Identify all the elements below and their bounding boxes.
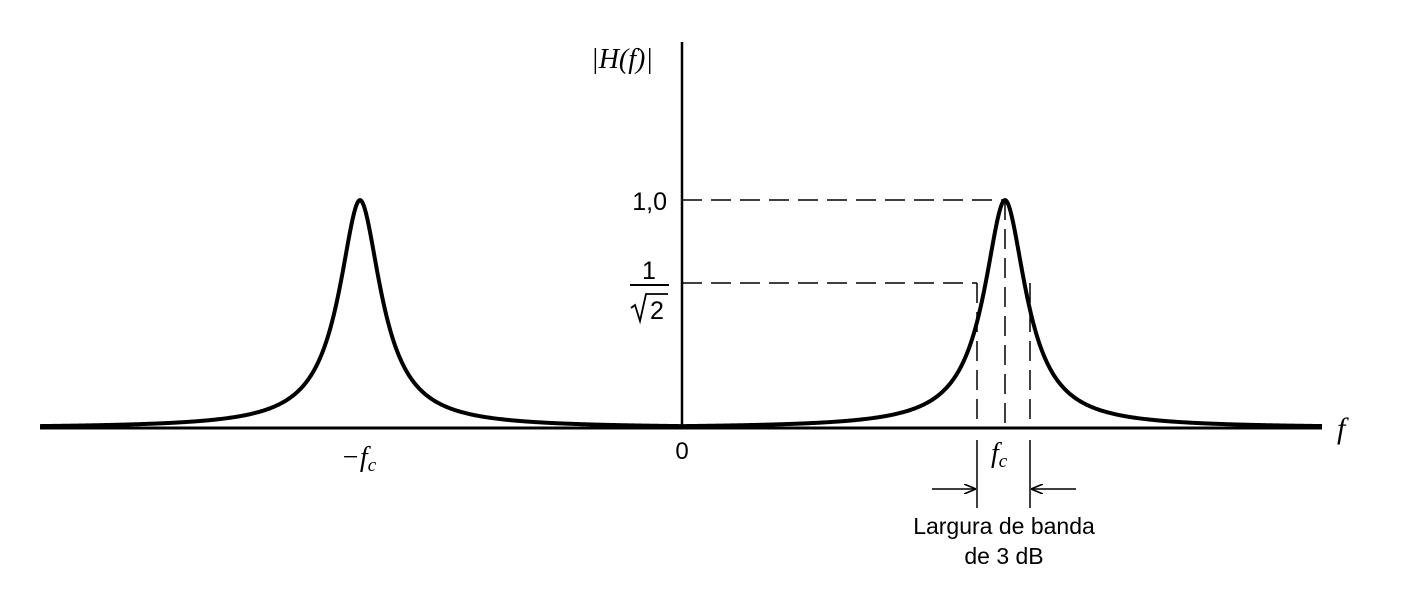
fraction-denominator: 2 [650,297,664,325]
y-axis-label-text: |H(f)| [591,44,653,75]
bandwidth-label-line1: Largura de banda [913,513,1095,539]
x-axis-label: f [1337,412,1349,445]
neg-fc-subscript: c [368,455,377,476]
y-axis-label: |H(f)| [591,44,653,75]
neg-fc-minus: − [341,442,360,473]
fraction-numerator: 1 [642,257,656,285]
bandwidth-label-line2: de 3 dB [964,543,1043,569]
tick-label-one: 1,0 [632,188,667,216]
fc-subscript: c [999,451,1008,472]
origin-label: 0 [675,438,688,465]
fc-f: f [991,438,1002,469]
dashed-guides [682,199,1031,428]
svg-text:−fc: −fc [341,442,377,476]
sqrt-symbol [630,293,668,325]
fc-label: fc [991,438,1008,472]
neg-fc-label: −fc [341,442,377,476]
response-curve-positive-fc [681,198,1323,429]
response-curve-negative-fc [39,198,683,429]
neg-fc-f: f [360,442,371,473]
tick-label-half-power: 1 2 [630,257,669,325]
svg-text:fc: fc [991,438,1008,472]
